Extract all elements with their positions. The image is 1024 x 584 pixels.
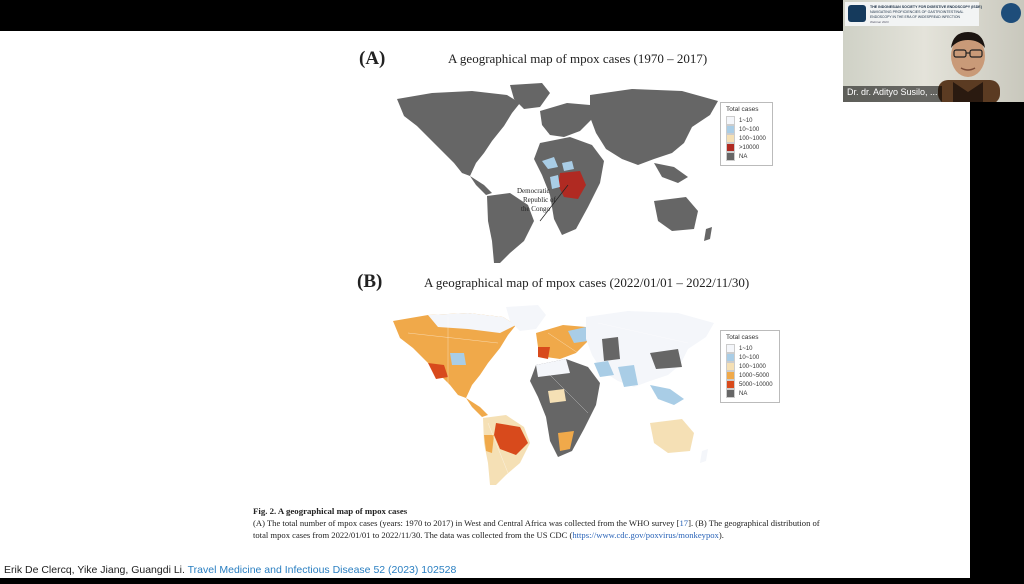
webinar-banner: THE INDONESIAN SOCIETY FOR DIGESTIVE END… xyxy=(845,2,982,26)
panel-b-title: A geographical map of mpox cases (2022/0… xyxy=(424,275,750,290)
car-region xyxy=(562,161,574,171)
caption-line-2: total mpox cases from 2022/01/01 to 2022… xyxy=(253,530,724,540)
drc-annotation: Democratic Republic of the Congo xyxy=(517,187,556,213)
congo-region xyxy=(550,175,560,189)
reference-link[interactable]: 17 xyxy=(679,518,689,528)
world-map-b xyxy=(393,305,714,485)
legend-b: Total cases 1~10 10~100 100~1000 1000~50… xyxy=(720,330,780,403)
cdc-link[interactable]: https://www.cdc.gov/poxvirus/monkeypox xyxy=(572,530,719,540)
landmasses-a xyxy=(397,83,718,263)
speaker-name-tag: Dr. dr. Adityo Susilo, ... xyxy=(843,86,942,102)
speaker-webcam-tile[interactable]: THE INDONESIAN SOCIETY FOR DIGESTIVE END… xyxy=(843,0,1024,102)
shared-slide: (A) A geographical map of mpox cases (19… xyxy=(0,31,970,578)
society-logo-icon xyxy=(848,5,866,22)
panel-a-label: (A) xyxy=(359,48,386,69)
bottom-black-strip xyxy=(0,578,970,584)
speaker-avatar xyxy=(938,32,1000,102)
citation-authors: Erik De Clercq, Yike Jiang, Guangdi Li. xyxy=(4,564,185,576)
right-black-strip xyxy=(970,102,1024,584)
panel-a-title: A geographical map of mpox cases (1970 –… xyxy=(448,51,708,66)
caption-line-1: (A) The total number of mpox cases (year… xyxy=(253,518,820,528)
world-map-a xyxy=(397,83,718,263)
drc-region xyxy=(558,171,586,199)
citation: Erik De Clercq, Yike Jiang, Guangdi Li. … xyxy=(4,564,456,576)
citation-journal[interactable]: Travel Medicine and Infectious Disease 5… xyxy=(187,564,457,576)
legend-a: Total cases 1~10 10~100 100~1000 >10000 … xyxy=(720,102,773,166)
caption-title: Fig. 2. A geographical map of mpox cases xyxy=(253,506,408,516)
figure-caption: Fig. 2. A geographical map of mpox cases… xyxy=(253,505,893,541)
panel-b-label: (B) xyxy=(357,271,383,292)
west-africa-region xyxy=(542,157,558,169)
emblem-icon xyxy=(1001,3,1021,23)
